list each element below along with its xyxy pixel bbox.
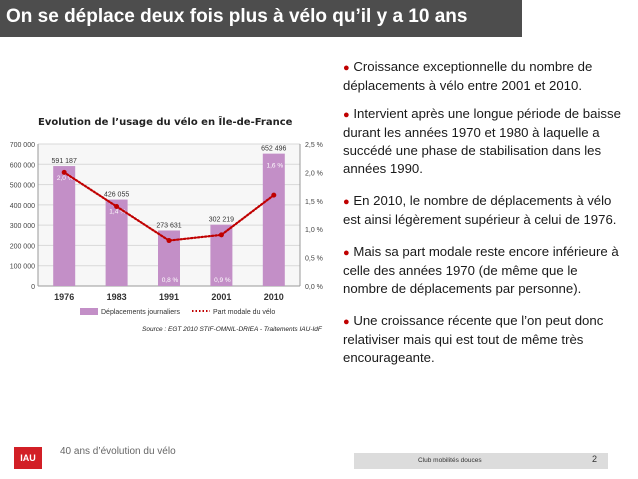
- y-left-tick-label: 700 000: [10, 142, 35, 149]
- legend-bar-label: Déplacements journaliers: [101, 309, 180, 316]
- bullet-list: ● Croissance exceptionnelle du nombre de…: [343, 58, 625, 381]
- footer-bar: [354, 453, 608, 469]
- bar: [158, 230, 180, 286]
- footer-label: Club mobilités douces: [418, 457, 482, 464]
- bullet-text: En 2010, le nombre de déplacements à vél…: [343, 193, 617, 227]
- x-tick-label: 2001: [211, 292, 231, 302]
- y-left-tick-label: 200 000: [10, 243, 35, 250]
- x-tick-label: 2010: [264, 292, 284, 302]
- share-point: [218, 232, 224, 238]
- bar-value-label: 426 055: [104, 192, 129, 199]
- chart-title: Evolution de l’usage du vélo en Île-de-F…: [38, 117, 293, 128]
- y-right-tick-label: 2,0 %: [305, 170, 323, 177]
- bullet-dot-icon: ●: [343, 247, 350, 259]
- bullet-item: ● Intervient après une longue période de…: [343, 105, 625, 178]
- y-right-tick-label: 1,5 %: [305, 199, 323, 206]
- y-right-tick-label: 0,5 %: [305, 256, 323, 263]
- y-left-tick-label: 0: [31, 284, 35, 291]
- bar-value-label: 652 496: [261, 146, 286, 153]
- legend-line-label: Part modale du vélo: [213, 309, 275, 316]
- page-number: 2: [592, 454, 598, 464]
- bar-value-label: 302 219: [209, 217, 234, 224]
- share-data-label: 1,6 %: [266, 163, 283, 170]
- x-tick-label: 1991: [159, 292, 179, 302]
- bullet-dot-icon: ●: [343, 62, 350, 74]
- bar: [105, 199, 128, 286]
- bullet-dot-icon: ●: [343, 196, 350, 208]
- bullet-item: ● Croissance exceptionnelle du nombre de…: [343, 58, 625, 95]
- bullet-dot-icon: ●: [343, 316, 350, 328]
- bar-value-label: 273 631: [156, 222, 181, 229]
- y-left-tick-label: 400 000: [10, 203, 35, 210]
- chart-source: Source : EGT 2010 STIF-OMNIL-DRIEA - Tra…: [142, 326, 323, 333]
- legend-bar-swatch: [80, 308, 98, 315]
- bar: [210, 224, 233, 286]
- bar-value-label: 591 187: [52, 158, 77, 165]
- bullet-item: ● Une croissance récente que l’on peut d…: [343, 312, 625, 367]
- share-point: [61, 169, 67, 175]
- bullet-text: Intervient après une longue période de b…: [343, 106, 621, 176]
- title-bar: On se déplace deux fois plus à vélo qu’i…: [0, 0, 522, 37]
- bullet-text: Une croissance récente que l’on peut don…: [343, 313, 604, 365]
- page-title: On se déplace deux fois plus à vélo qu’i…: [6, 6, 468, 27]
- iau-logo: IAU: [14, 447, 42, 469]
- bullet-item: ● En 2010, le nombre de déplacements à v…: [343, 192, 625, 229]
- share-data-label: 0,9 %: [214, 277, 231, 284]
- y-right-tick-label: 2,5 %: [305, 142, 323, 149]
- y-right-tick-label: 1,0 %: [305, 227, 323, 234]
- bullet-text: Mais sa part modale reste encore inférie…: [343, 244, 619, 296]
- bar: [53, 166, 76, 286]
- y-left-tick-label: 300 000: [10, 223, 35, 230]
- bullet-text: Croissance exceptionnelle du nombre de d…: [343, 59, 593, 93]
- bullet-dot-icon: ●: [343, 109, 350, 121]
- x-tick-label: 1976: [54, 292, 74, 302]
- y-left-tick-label: 600 000: [10, 162, 35, 169]
- share-point: [166, 238, 172, 244]
- share-point: [271, 192, 277, 198]
- share-data-label: 2,0 %: [57, 175, 74, 182]
- share-data-label: 0,8 %: [162, 277, 179, 284]
- y-right-tick-label: 0,0 %: [305, 284, 323, 291]
- y-left-tick-label: 100 000: [10, 264, 35, 271]
- x-tick-label: 1983: [107, 292, 127, 302]
- share-data-label: 1,4 %: [109, 209, 126, 216]
- bar-line-chart: 0 100 000 200 000 300 000 400 000 500 000 600 …: [10, 142, 323, 333]
- share-point: [114, 203, 120, 209]
- y-left-tick-label: 500 000: [10, 183, 35, 190]
- bar: [262, 153, 285, 286]
- bullet-item: ● Mais sa part modale reste encore infér…: [343, 243, 625, 298]
- footer-subtitle: 40 ans d’évolution du vélo: [60, 446, 176, 457]
